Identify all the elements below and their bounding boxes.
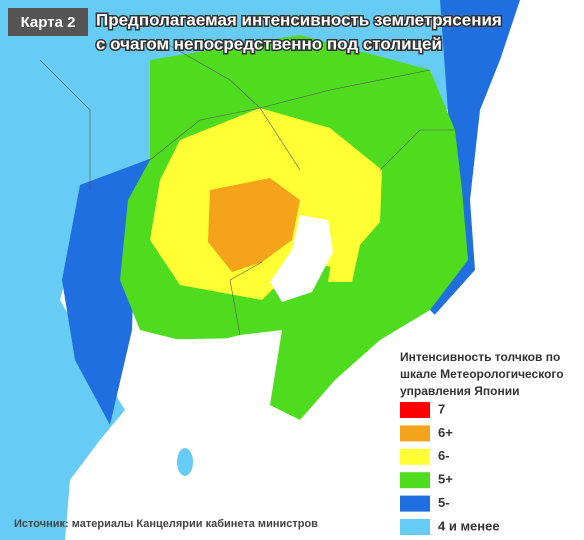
sagami-bay [125, 338, 270, 540]
legend: Интенсивность толчков по шкале Метеоролог… [400, 350, 564, 535]
pacific [300, 40, 584, 540]
badge: Карта 2 [21, 14, 76, 31]
region-6-plus [208, 178, 300, 272]
legend-title: управления Японии [400, 384, 519, 398]
region-6-minus-chiba [328, 236, 362, 282]
legend-label: 5- [438, 495, 450, 510]
island [177, 448, 193, 476]
title-line: Предполагаемая интенсивность землетрясен… [96, 10, 502, 29]
legend-title: Интенсивность толчков по [400, 350, 560, 364]
legend-label: 7 [438, 401, 445, 416]
legend-swatch [400, 472, 430, 489]
legend-label: 6+ [438, 425, 453, 440]
legend-label: 5+ [438, 472, 453, 487]
region-4-less [0, 0, 470, 540]
legend-swatch [400, 495, 430, 512]
legend-title: шкале Метеорологического [400, 367, 564, 381]
legend-swatch [400, 519, 430, 535]
legend-swatch [400, 425, 430, 442]
source: Источник: материалы Канцелярии кабинета … [14, 518, 318, 530]
legend-label: 6- [438, 448, 450, 463]
title-line: с очагом непосредственно под столицей [96, 34, 442, 53]
legend-label: 4 и менее [438, 518, 500, 533]
tokyo-bay [270, 215, 333, 302]
borders [39, 39, 455, 336]
legend-swatch [400, 402, 430, 418]
legend-swatch [400, 448, 430, 465]
badge-bg [8, 8, 88, 36]
